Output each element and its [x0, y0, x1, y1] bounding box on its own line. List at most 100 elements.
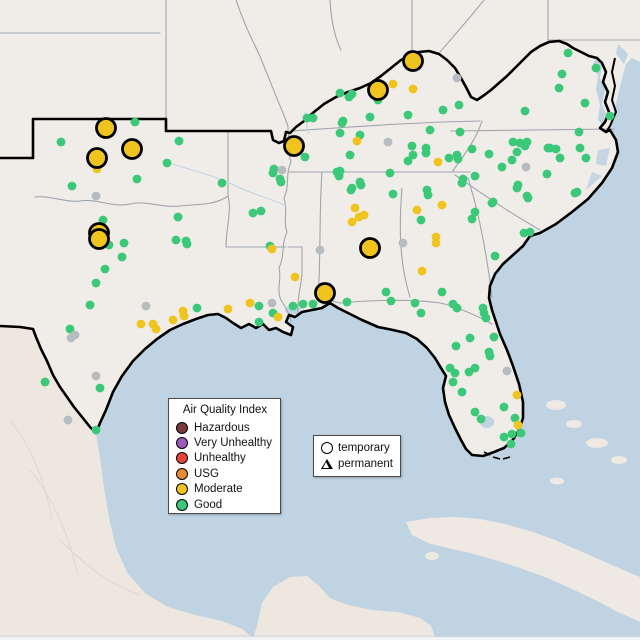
monitor-dot-good[interactable]: [335, 166, 345, 176]
monitor-dot-good[interactable]: [555, 153, 565, 163]
monitor-dot-good[interactable]: [355, 177, 365, 187]
monitor-dot-good[interactable]: [557, 69, 567, 79]
monitor-dot-good[interactable]: [499, 432, 509, 442]
monitor-dot-good[interactable]: [465, 333, 475, 343]
monitor-dot-good[interactable]: [416, 308, 426, 318]
monitor-dot-good[interactable]: [173, 212, 183, 222]
monitor-dot-good[interactable]: [508, 137, 518, 147]
monitor-dot-no-data[interactable]: [502, 366, 512, 376]
monitor-dot-good[interactable]: [381, 287, 391, 297]
monitor-dot-good[interactable]: [512, 147, 522, 157]
temporary-monitor-moderate[interactable]: [367, 79, 389, 101]
monitor-dot-good[interactable]: [575, 143, 585, 153]
monitor-dot-good[interactable]: [132, 174, 142, 184]
monitor-dot-good[interactable]: [192, 303, 202, 313]
monitor-dot-good[interactable]: [448, 377, 458, 387]
monitor-dot-moderate[interactable]: [179, 311, 189, 321]
monitor-dot-good[interactable]: [421, 148, 431, 158]
monitor-dot-good[interactable]: [522, 137, 532, 147]
temporary-monitor-moderate[interactable]: [359, 237, 381, 259]
monitor-dot-good[interactable]: [100, 264, 110, 274]
monitor-dot-good[interactable]: [347, 89, 357, 99]
temporary-monitor-moderate[interactable]: [314, 282, 336, 304]
monitor-dot-moderate[interactable]: [408, 84, 418, 94]
monitor-dot-good[interactable]: [591, 63, 601, 73]
monitor-dot-good[interactable]: [65, 324, 75, 334]
monitor-dot-moderate[interactable]: [267, 244, 277, 254]
monitor-dot-good[interactable]: [254, 301, 264, 311]
monitor-dot-good[interactable]: [91, 278, 101, 288]
temporary-monitor-moderate[interactable]: [95, 117, 117, 139]
monitor-dot-good[interactable]: [335, 128, 345, 138]
monitor-dot-good[interactable]: [581, 153, 591, 163]
monitor-dot-moderate[interactable]: [245, 298, 255, 308]
monitor-dot-no-data[interactable]: [66, 333, 76, 343]
monitor-dot-no-data[interactable]: [398, 238, 408, 248]
monitor-dot-moderate[interactable]: [151, 324, 161, 334]
monitor-dot-moderate[interactable]: [136, 319, 146, 329]
monitor-dot-good[interactable]: [182, 239, 192, 249]
monitor-dot-moderate[interactable]: [290, 272, 300, 282]
monitor-dot-good[interactable]: [450, 368, 460, 378]
monitor-dot-good[interactable]: [515, 138, 525, 148]
monitor-dot-moderate[interactable]: [354, 212, 364, 222]
monitor-dot-good[interactable]: [365, 112, 375, 122]
monitor-dot-moderate[interactable]: [412, 205, 422, 215]
monitor-dot-good[interactable]: [470, 363, 480, 373]
monitor-dot-good[interactable]: [457, 387, 467, 397]
monitor-dot-good[interactable]: [119, 238, 129, 248]
monitor-dot-no-data[interactable]: [63, 415, 73, 425]
monitor-dot-good[interactable]: [605, 111, 615, 121]
monitor-dot-good[interactable]: [551, 144, 561, 154]
monitor-dot-good[interactable]: [510, 413, 520, 423]
monitor-dot-good[interactable]: [470, 407, 480, 417]
monitor-dot-good[interactable]: [407, 141, 417, 151]
monitor-dot-good[interactable]: [288, 301, 298, 311]
monitor-dot-good[interactable]: [385, 168, 395, 178]
monitor-dot-moderate[interactable]: [168, 315, 178, 325]
monitor-dot-good[interactable]: [507, 429, 517, 439]
monitor-dot-good[interactable]: [416, 215, 426, 225]
monitor-dot-good[interactable]: [499, 402, 509, 412]
monitor-dot-no-data[interactable]: [91, 371, 101, 381]
temporary-monitor-moderate[interactable]: [121, 138, 143, 160]
monitor-dot-good[interactable]: [347, 183, 357, 193]
monitor-dot-good[interactable]: [522, 191, 532, 201]
monitor-dot-good[interactable]: [507, 155, 517, 165]
monitor-dot-moderate[interactable]: [513, 420, 523, 430]
monitor-dot-moderate[interactable]: [433, 157, 443, 167]
monitor-dot-good[interactable]: [269, 164, 279, 174]
monitor-dot-no-data[interactable]: [277, 165, 287, 175]
monitor-dot-good[interactable]: [453, 154, 463, 164]
monitor-dot-good[interactable]: [520, 106, 530, 116]
temporary-monitor-moderate[interactable]: [86, 147, 108, 169]
monitor-dot-good[interactable]: [408, 150, 418, 160]
monitor-dot-good[interactable]: [467, 144, 477, 154]
monitor-dot-good[interactable]: [506, 439, 516, 449]
monitor-dot-good[interactable]: [91, 425, 101, 435]
monitor-dot-good[interactable]: [489, 332, 499, 342]
monitor-dot-good[interactable]: [570, 188, 580, 198]
monitor-dot-good[interactable]: [342, 297, 352, 307]
monitor-dot-good[interactable]: [256, 206, 266, 216]
monitor-dot-no-data[interactable]: [383, 137, 393, 147]
monitor-dot-good[interactable]: [254, 317, 264, 327]
monitor-dot-good[interactable]: [217, 178, 227, 188]
monitor-dot-good[interactable]: [171, 235, 181, 245]
monitor-dot-good[interactable]: [513, 180, 523, 190]
monitor-dot-moderate[interactable]: [512, 390, 522, 400]
monitor-dot-good[interactable]: [425, 125, 435, 135]
monitor-dot-good[interactable]: [452, 303, 462, 313]
monitor-dot-no-data[interactable]: [91, 191, 101, 201]
monitor-dot-moderate[interactable]: [350, 203, 360, 213]
monitor-dot-no-data[interactable]: [452, 73, 462, 83]
monitor-dot-good[interactable]: [580, 98, 590, 108]
monitor-dot-good[interactable]: [98, 215, 108, 225]
monitor-dot-good[interactable]: [85, 300, 95, 310]
monitor-dot-moderate[interactable]: [352, 136, 362, 146]
monitor-dot-good[interactable]: [423, 190, 433, 200]
monitor-dot-good[interactable]: [298, 299, 308, 309]
monitor-dot-moderate[interactable]: [437, 200, 447, 210]
monitor-dot-no-data[interactable]: [141, 301, 151, 311]
monitor-dot-good[interactable]: [455, 127, 465, 137]
